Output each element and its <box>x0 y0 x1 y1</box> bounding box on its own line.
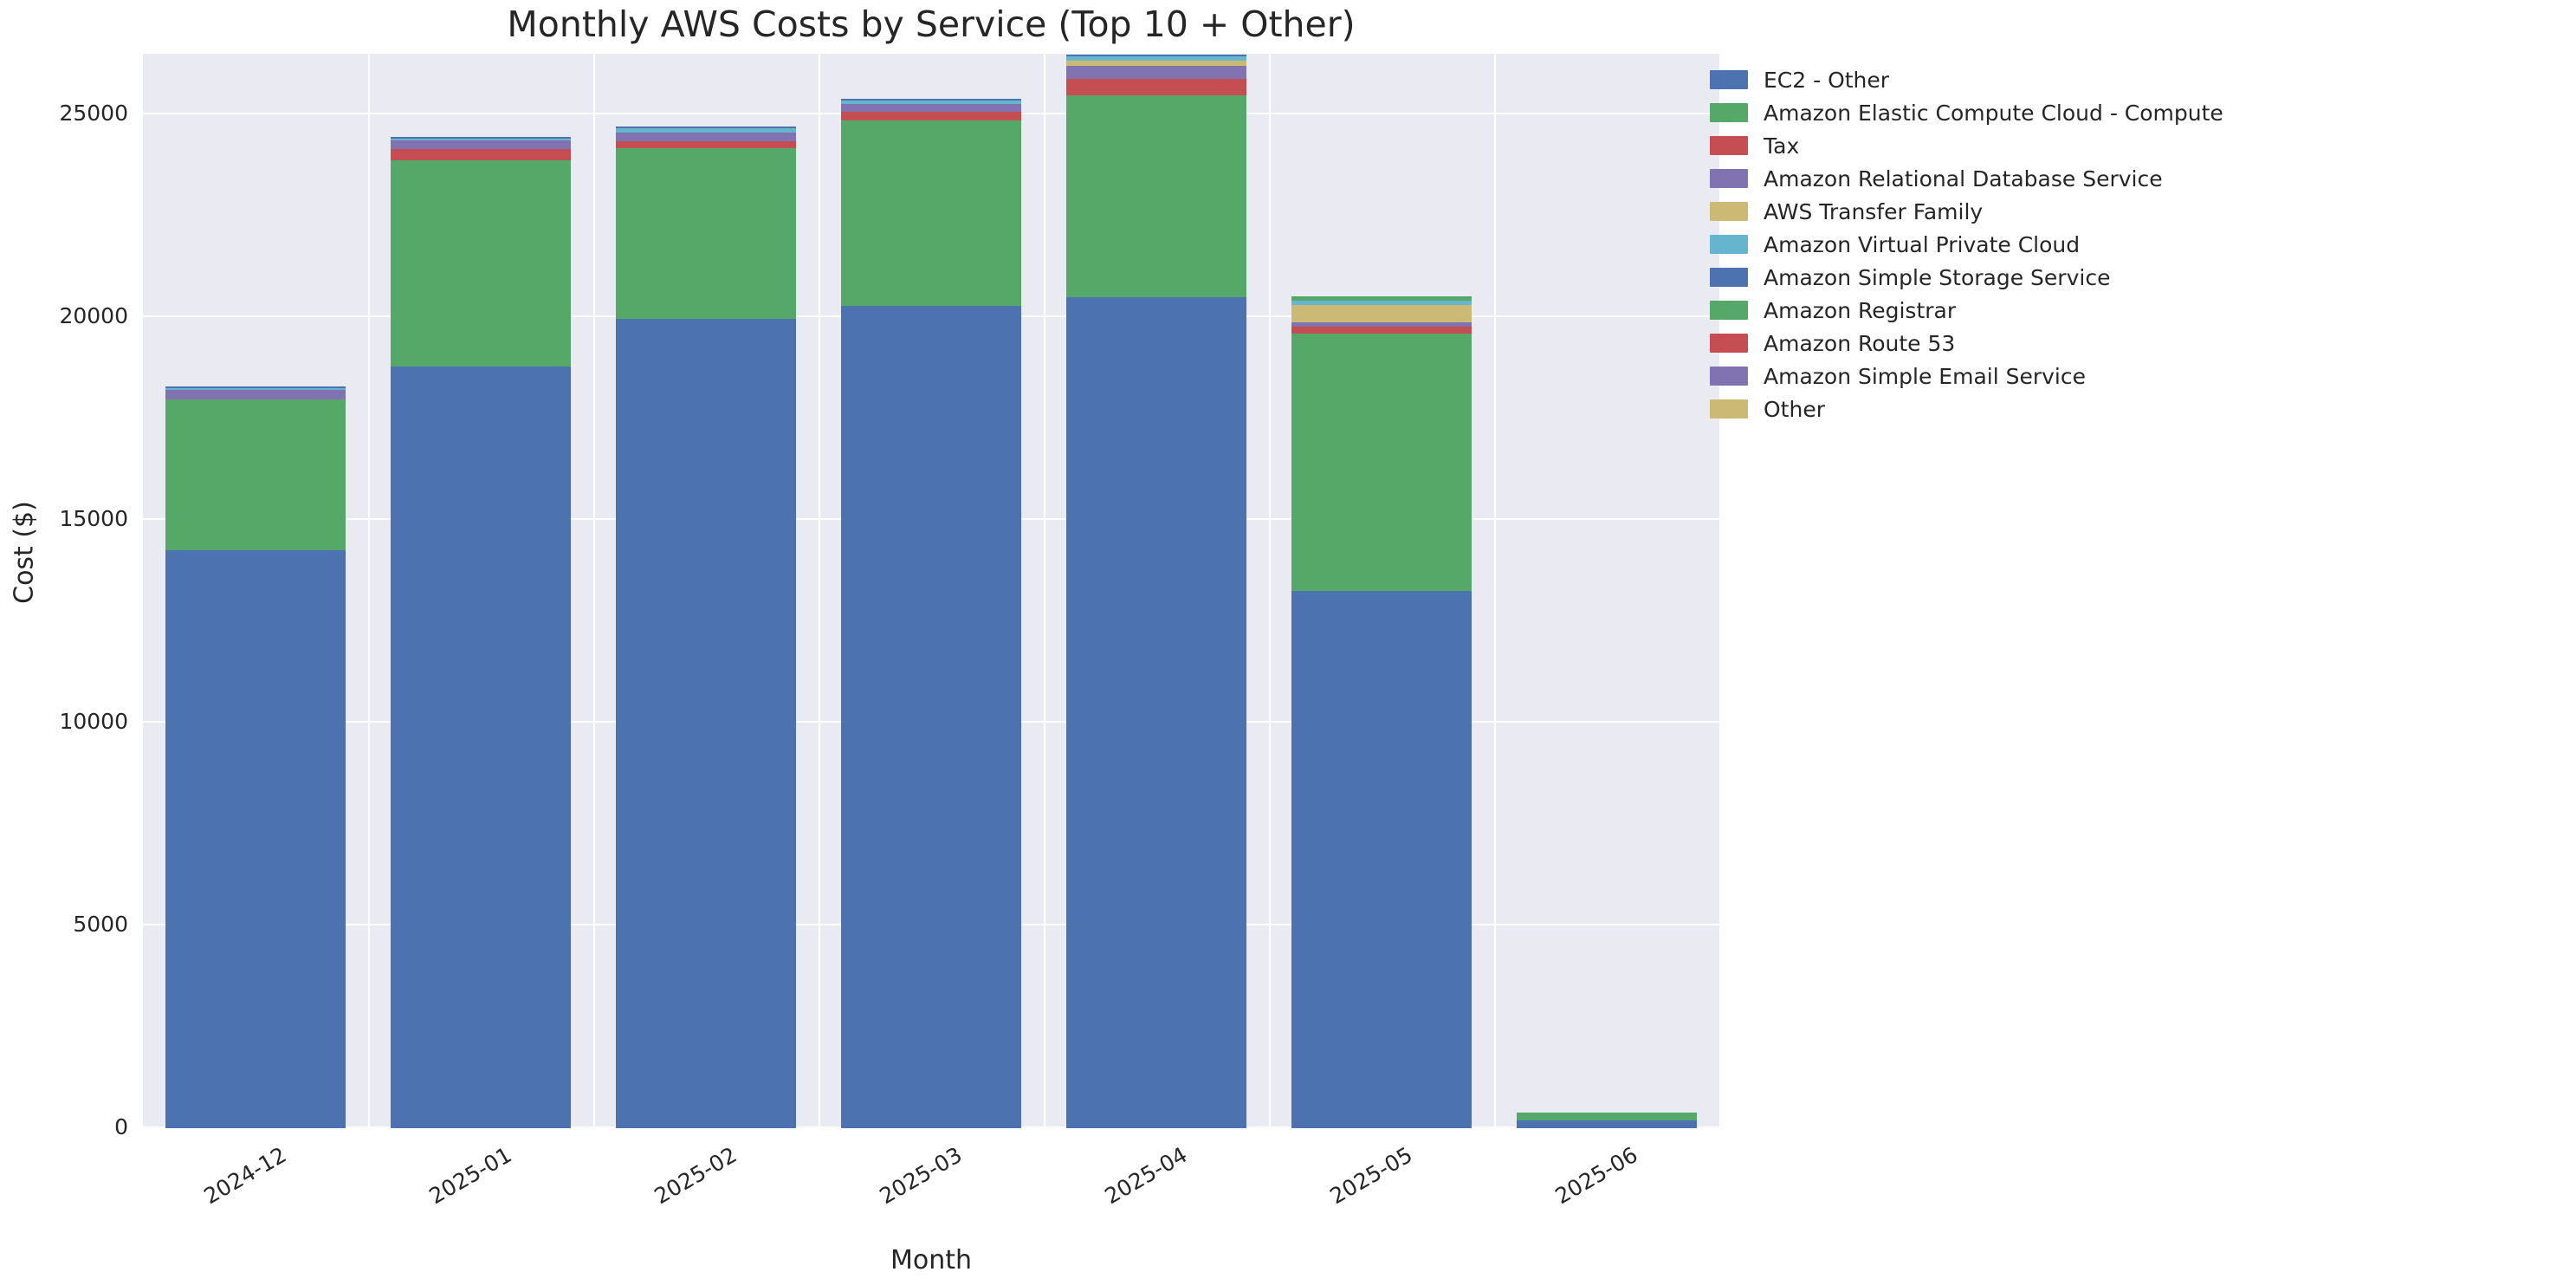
bar-segment[interactable] <box>841 103 1021 113</box>
bar-segment[interactable] <box>165 387 346 390</box>
legend-item-label: Amazon Relational Database Service <box>1764 165 2163 191</box>
bar-group[interactable] <box>1291 295 1472 1128</box>
legend-item-label: Amazon Simple Email Service <box>1764 363 2086 389</box>
bar-segment[interactable] <box>616 127 796 129</box>
gridline-vertical <box>593 54 595 1128</box>
bar-segment[interactable] <box>841 100 1021 104</box>
legend-item[interactable]: Amazon Simple Storage Service <box>1710 261 2559 294</box>
bar-segment[interactable] <box>1066 95 1246 297</box>
bar-segment[interactable] <box>165 550 346 1128</box>
page-title: Monthly AWS Costs by Service (Top 10 + O… <box>507 3 1356 45</box>
legend-item-label: Amazon Route 53 <box>1764 330 1956 356</box>
bar-segment[interactable] <box>1291 326 1472 334</box>
x-axis-label: Month <box>890 1245 973 1275</box>
legend-item[interactable]: Amazon Virtual Private Cloud <box>1710 228 2559 261</box>
legend-item-label: Tax <box>1764 133 1800 159</box>
bar-group[interactable] <box>1517 1113 1697 1128</box>
legend-item-label: Amazon Elastic Compute Cloud - Compute <box>1764 100 2223 126</box>
bar-segment[interactable] <box>616 318 796 1128</box>
bar-segment[interactable] <box>1291 333 1472 591</box>
gridline-vertical <box>1269 54 1271 1128</box>
legend-item[interactable]: EC2 - Other <box>1710 63 2559 96</box>
legend-item[interactable]: Tax <box>1710 129 2559 162</box>
legend-swatch-icon <box>1710 301 1748 320</box>
bar-group[interactable] <box>391 136 571 1128</box>
legend-swatch-icon <box>1710 136 1748 155</box>
bar-segment[interactable] <box>841 120 1021 307</box>
bar-group[interactable] <box>841 98 1021 1128</box>
legend-item[interactable]: Amazon Route 53 <box>1710 327 2559 360</box>
bar-segment[interactable] <box>391 138 571 141</box>
bar-segment[interactable] <box>1291 305 1472 322</box>
legend-item[interactable]: Amazon Relational Database Service <box>1710 162 2559 195</box>
legend-item[interactable]: Amazon Registrar <box>1710 294 2559 327</box>
legend-item-label: Amazon Simple Storage Service <box>1764 264 2111 290</box>
bar-segment[interactable] <box>1066 78 1246 96</box>
bar-segment[interactable] <box>616 148 796 319</box>
legend-swatch-icon <box>1710 169 1748 188</box>
legend-item-label: Other <box>1764 396 1825 422</box>
bar-segment[interactable] <box>1066 55 1246 61</box>
legend-swatch-icon <box>1710 235 1748 254</box>
legend-item-label: Amazon Registrar <box>1764 297 1957 323</box>
bar-segment[interactable] <box>616 133 796 142</box>
y-tick-label: 5000 <box>73 912 128 938</box>
bar-segment[interactable] <box>165 386 346 388</box>
legend-item[interactable]: Amazon Elastic Compute Cloud - Compute <box>1710 96 2559 129</box>
legend-item[interactable]: AWS Transfer Family <box>1710 195 2559 228</box>
y-tick-label: 20000 <box>59 303 128 329</box>
y-tick-label: 15000 <box>59 506 128 532</box>
gridline-vertical <box>1044 54 1045 1128</box>
bar-segment[interactable] <box>616 128 796 133</box>
legend-swatch-icon <box>1710 268 1748 287</box>
bar-segment[interactable] <box>841 98 1021 101</box>
bar-segment[interactable] <box>1291 322 1472 327</box>
legend-item[interactable]: Amazon Simple Email Service <box>1710 360 2559 393</box>
bar-segment[interactable] <box>1066 54 1246 56</box>
legend-swatch-icon <box>1710 103 1748 122</box>
bar-segment[interactable] <box>1517 1120 1697 1128</box>
bar-segment[interactable] <box>391 140 571 149</box>
chart-legend: EC2 - Other Amazon Elastic Compute Cloud … <box>1710 63 2559 425</box>
y-axis-label: Cost ($) <box>9 501 40 604</box>
gridline-vertical <box>819 54 820 1128</box>
bar-segment[interactable] <box>616 141 796 149</box>
legend-item[interactable]: Other <box>1710 393 2559 425</box>
bar-segment[interactable] <box>391 366 571 1128</box>
bar-segment[interactable] <box>391 136 571 139</box>
y-tick-label: 10000 <box>59 709 128 735</box>
bar-segment[interactable] <box>1066 65 1246 79</box>
bar-segment[interactable] <box>391 148 571 161</box>
bar-group[interactable] <box>165 386 346 1128</box>
bar-segment[interactable] <box>1291 301 1472 306</box>
bar-group[interactable] <box>616 127 796 1128</box>
legend-swatch-icon <box>1710 334 1748 353</box>
legend-swatch-icon <box>1710 202 1748 221</box>
legend-swatch-icon <box>1710 399 1748 419</box>
bar-segment[interactable] <box>1066 60 1246 66</box>
y-tick-label: 25000 <box>59 101 128 127</box>
bar-segment[interactable] <box>1291 295 1472 301</box>
bar-segment[interactable] <box>1066 296 1246 1128</box>
bar-segment[interactable] <box>165 399 346 551</box>
bar-segment[interactable] <box>1517 1113 1697 1121</box>
legend-item-label: Amazon Virtual Private Cloud <box>1764 231 2081 257</box>
legend-swatch-icon <box>1710 367 1748 386</box>
bar-segment[interactable] <box>1291 591 1472 1128</box>
gridline-vertical <box>1494 54 1496 1128</box>
bar-segment[interactable] <box>841 112 1021 121</box>
legend-item-label: EC2 - Other <box>1764 67 1890 93</box>
bar-segment[interactable] <box>391 160 571 367</box>
gridline-vertical <box>368 54 370 1128</box>
plot-area <box>143 54 1719 1128</box>
bar-group[interactable] <box>1066 54 1246 1128</box>
legend-item-label: AWS Transfer Family <box>1764 198 1984 224</box>
bar-segment[interactable] <box>165 389 346 399</box>
y-tick-label: 0 <box>114 1114 128 1139</box>
legend-swatch-icon <box>1710 70 1748 89</box>
bar-segment[interactable] <box>841 306 1021 1128</box>
